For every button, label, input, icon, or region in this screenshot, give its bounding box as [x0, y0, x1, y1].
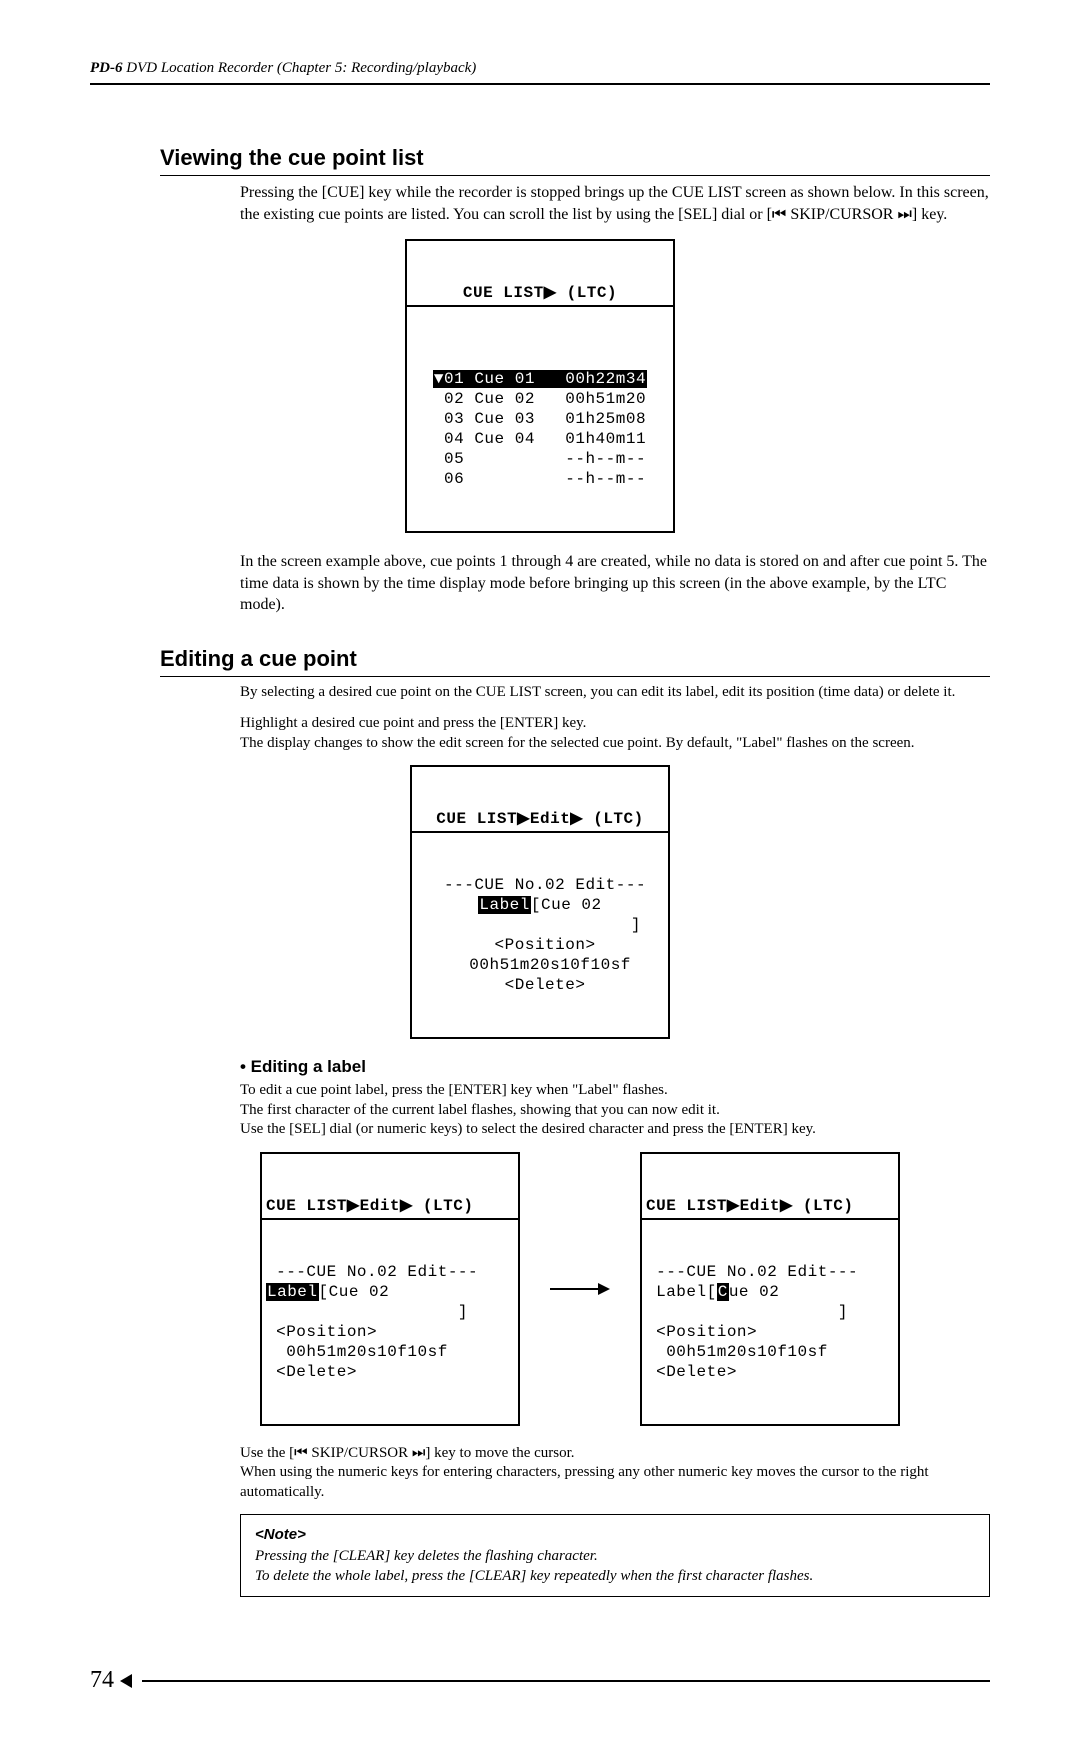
section-viewing-title: Viewing the cue point list: [160, 145, 990, 176]
section1-p2: In the screen example above, cue points …: [240, 551, 990, 616]
skip-back-icon: ⏮: [772, 206, 786, 223]
skip-back-icon-2: ⏮: [294, 1445, 308, 1461]
skip-fwd-icon: ⏭: [897, 206, 911, 223]
lcd-edit-after: CUE LIST▶Edit▶ (LTC) ---CUE No.02 Edit--…: [640, 1152, 900, 1426]
lcd2-label-inv: Label: [478, 896, 531, 914]
lcd2-label-rest: [Cue 02: [531, 896, 602, 914]
lcd2-header: CUE LIST▶Edit▶ (LTC): [412, 807, 668, 833]
lcd3a-l5: 00h51m20s10f10sf: [266, 1343, 448, 1361]
note-label: <Note>: [255, 1525, 975, 1545]
skip-fwd-icon-2: ⏭: [412, 1445, 426, 1461]
footer-triangle-icon: [120, 1674, 132, 1688]
lcd-cue-list: CUE LIST▶ (LTC) ▼01 Cue 01 00h22m34 02 C…: [405, 239, 675, 533]
lcd1-row4: 04 Cue 04 01h40m11: [434, 430, 646, 448]
sub1-text: To edit a cue point label, press the [EN…: [240, 1081, 990, 1140]
sub2-text: Use the [⏮ SKIP/CURSOR ⏭] key to move th…: [240, 1444, 990, 1503]
lcd1-row6: 06 --h--m--: [434, 470, 646, 488]
lcd3a-label-rest: [Cue 02: [319, 1283, 390, 1301]
lcd3a-l3: ]: [266, 1303, 468, 1321]
arrow-right-icon: [550, 1279, 610, 1299]
lcd-edit-before: CUE LIST▶Edit▶ (LTC) ---CUE No.02 Edit--…: [260, 1152, 520, 1426]
lcd3b-l4: <Position>: [646, 1323, 757, 1341]
lcd1-header: CUE LIST▶ (LTC): [407, 281, 673, 307]
lcd1-row2: 02 Cue 02 00h51m20: [434, 390, 646, 408]
page-footer: 74: [90, 1667, 990, 1694]
lcd3b-header: CUE LIST▶Edit▶ (LTC): [642, 1194, 898, 1220]
lcd3a-header: CUE LIST▶Edit▶ (LTC): [262, 1194, 518, 1220]
product-name: PD-6: [90, 60, 123, 76]
section2-p2: Highlight a desired cue point and press …: [240, 714, 990, 753]
lcd3b-l1: ---CUE No.02 Edit---: [646, 1263, 858, 1281]
lcd2-l1: ---CUE No.02 Edit---: [434, 876, 646, 894]
lcd1-row1: ▼01 Cue 01 00h22m34: [433, 370, 647, 388]
lcd3a-l4: <Position>: [266, 1323, 377, 1341]
page-number: 74: [90, 1667, 114, 1694]
lcd-edit-default: CUE LIST▶Edit▶ (LTC) ---CUE No.02 Edit--…: [410, 765, 670, 1039]
lcd3b-label-pre: Label[: [646, 1283, 717, 1301]
page-header: PD-6 DVD Location Recorder (Chapter 5: R…: [90, 60, 990, 85]
lcd1-row3: 03 Cue 03 01h25m08: [434, 410, 646, 428]
section1-p1: Pressing the [CUE] key while the recorde…: [240, 182, 990, 225]
lcd3b-label-post: ue 02: [729, 1283, 780, 1301]
sub-editing-label-title: • Editing a label: [240, 1057, 990, 1077]
lcd3b-cursor: C: [717, 1283, 729, 1301]
lcd2-l6: <Delete>: [495, 976, 586, 994]
lcd3b-l6: <Delete>: [646, 1363, 737, 1381]
footer-line: [142, 1680, 990, 1682]
section-editing-title: Editing a cue point: [160, 646, 990, 677]
lcd2-l3: ]: [439, 916, 641, 934]
section2-p1: By selecting a desired cue point on the …: [240, 683, 990, 703]
lcd3a-l1: ---CUE No.02 Edit---: [266, 1263, 478, 1281]
lcd2-l5: 00h51m20s10f10sf: [449, 956, 631, 974]
note-box: <Note> Pressing the [CLEAR] key deletes …: [240, 1514, 990, 1597]
lcd3a-l6: <Delete>: [266, 1363, 357, 1381]
note-body: Pressing the [CLEAR] key deletes the fla…: [255, 1546, 975, 1587]
lcd3b-l5: 00h51m20s10f10sf: [646, 1343, 828, 1361]
lcd3a-label-inv: Label: [266, 1283, 319, 1301]
lcd3b-l3: ]: [646, 1303, 848, 1321]
lcd1-row5: 05 --h--m--: [434, 450, 646, 468]
chapter-title: DVD Location Recorder (Chapter 5: Record…: [123, 60, 477, 76]
lcd2-l4: <Position>: [484, 936, 595, 954]
